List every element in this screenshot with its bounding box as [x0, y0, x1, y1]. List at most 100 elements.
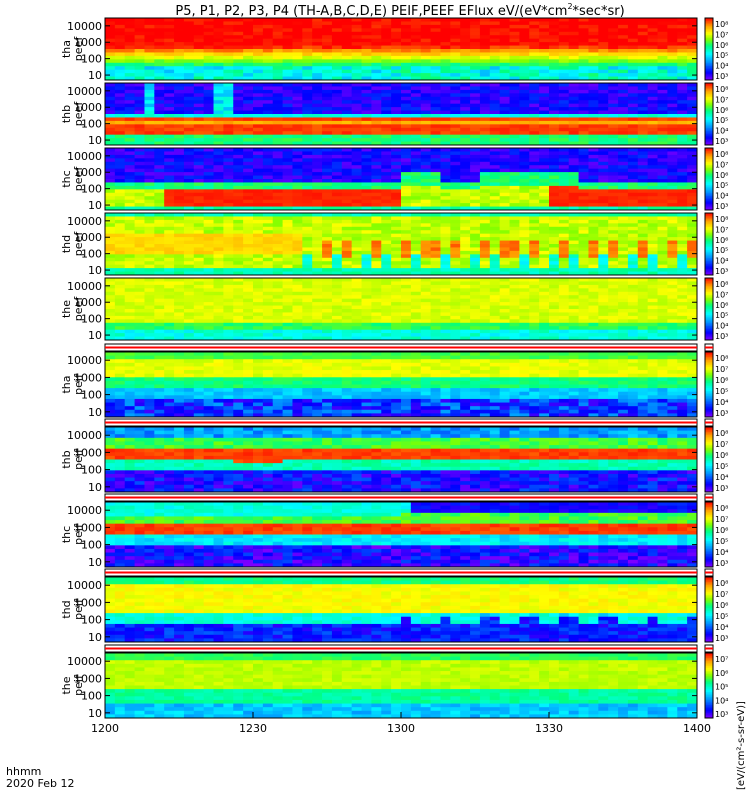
heatmap-cell: [193, 76, 205, 81]
heatmap-cell: [460, 38, 471, 43]
heatmap-cell: [174, 168, 185, 173]
heatmap-cell: [262, 100, 274, 105]
heatmap-cell: [558, 38, 570, 43]
heatmap-cell: [193, 298, 205, 303]
heatmap-cell: [193, 312, 205, 317]
heatmap-cell: [223, 59, 234, 64]
heatmap-cell: [164, 203, 175, 208]
heatmap-cell: [282, 250, 293, 255]
heatmap-cell: [608, 134, 619, 139]
heatmap-cell: [361, 192, 372, 197]
heatmap-cell: [440, 199, 451, 204]
heatmap-cell: [450, 268, 461, 273]
heatmap-cell: [440, 93, 451, 98]
heatmap-cell: [272, 247, 284, 252]
heatmap-cell: [598, 168, 609, 173]
heatmap-cell: [223, 154, 234, 159]
heatmap-cell: [667, 226, 678, 231]
heatmap-cell: [203, 219, 215, 224]
heatmap-cell: [183, 131, 195, 136]
heatmap-cell: [183, 244, 195, 248]
heatmap-cell: [223, 55, 234, 60]
heatmap-cell: [262, 69, 274, 74]
heatmap-cell: [677, 237, 688, 242]
heatmap-cell: [549, 66, 560, 71]
heatmap-cell: [430, 42, 441, 47]
heatmap-cell: [578, 271, 589, 276]
colorbar-segment: [705, 264, 713, 267]
heatmap-cell: [549, 24, 560, 29]
heatmap-cell: [193, 120, 205, 125]
heatmap-cell: [105, 291, 116, 296]
heatmap-cell: [213, 151, 224, 156]
heatmap-cell: [677, 42, 688, 47]
heatmap-cell: [361, 100, 372, 105]
heatmap-cell: [470, 226, 481, 231]
heatmap-cell: [292, 268, 303, 273]
heatmap-cell: [549, 185, 560, 190]
heatmap-cell: [183, 35, 195, 40]
heatmap-cell: [154, 333, 165, 338]
colorbar-segment: [705, 52, 713, 55]
heatmap-cell: [627, 83, 639, 87]
heatmap-cell: [243, 213, 254, 217]
heatmap-cell: [233, 18, 244, 22]
heatmap-cell: [549, 42, 560, 47]
heatmap-cell: [351, 18, 363, 22]
heatmap-cell: [460, 131, 471, 136]
heatmap-cell: [381, 141, 392, 146]
heatmap-cell: [578, 250, 589, 255]
heatmap-cell: [489, 151, 501, 156]
heatmap-cell: [568, 261, 580, 266]
heatmap-cell: [223, 35, 234, 40]
heatmap-cell: [440, 250, 451, 255]
heatmap-cell: [519, 192, 530, 197]
heatmap-cell: [322, 134, 333, 139]
heatmap-cell: [341, 42, 353, 47]
heatmap-cell: [322, 336, 333, 341]
heatmap-cell: [174, 158, 185, 163]
heatmap-cell: [203, 226, 215, 231]
heatmap-cell: [243, 131, 254, 136]
heatmap-cell: [499, 250, 511, 255]
heatmap-cell: [499, 18, 511, 22]
heatmap-cell: [331, 199, 343, 204]
heatmap-cell: [519, 240, 530, 245]
heatmap-cell: [529, 223, 540, 228]
heatmap-cell: [618, 127, 629, 132]
heatmap-cell: [124, 110, 136, 115]
heatmap-cell: [331, 278, 343, 282]
heatmap-cell: [233, 55, 244, 60]
heatmap-cell: [312, 196, 323, 201]
heatmap-cell: [509, 230, 520, 235]
heatmap-cell: [627, 172, 639, 177]
heatmap-cell: [322, 131, 333, 136]
heatmap-cell: [489, 45, 501, 50]
heatmap-cell: [608, 55, 619, 60]
heatmap-cell: [677, 268, 688, 273]
heatmap-cell: [420, 89, 432, 94]
heatmap-cell: [272, 216, 284, 221]
heatmap-cell: [529, 96, 540, 101]
heatmap-cell: [322, 42, 333, 47]
heatmap-cell: [193, 59, 205, 64]
heatmap-cell: [312, 31, 323, 36]
heatmap-cell: [193, 158, 205, 163]
heatmap-cell: [262, 24, 274, 29]
heatmap-cell: [509, 35, 520, 40]
heatmap-cell: [657, 148, 668, 152]
heatmap-cell: [667, 185, 678, 190]
heatmap-cell: [450, 69, 461, 74]
heatmap-cell: [499, 247, 511, 252]
heatmap-cell: [479, 127, 491, 132]
heatmap-cell: [253, 192, 264, 197]
heatmap-cell: [124, 31, 136, 36]
heatmap-cell: [322, 127, 333, 132]
heatmap-cell: [154, 18, 165, 22]
heatmap-cell: [203, 333, 215, 338]
heatmap-cell: [667, 244, 678, 248]
heatmap-cell: [618, 55, 629, 60]
heatmap-cell: [302, 329, 313, 334]
heatmap-cell: [509, 196, 520, 201]
heatmap-cell: [450, 172, 461, 177]
